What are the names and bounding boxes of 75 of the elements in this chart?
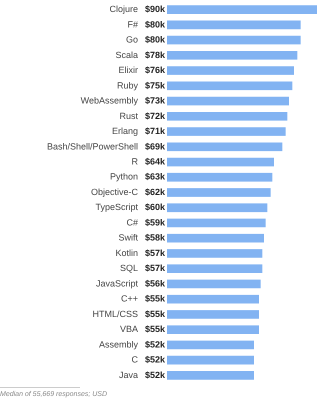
data-label: $58k [145,232,166,243]
y-tick-label: Elixir [118,65,138,76]
data-label: $59k [145,217,166,228]
data-label: $55k [145,294,166,304]
data-label: $62k [145,186,166,197]
data-label: $52k [145,354,166,365]
data-label: $55k [145,324,166,334]
y-tick-label: Go [126,34,138,45]
bar [167,66,294,75]
bar [167,127,286,136]
y-tick-label: C [132,354,138,365]
bar [167,218,266,228]
bar [167,340,254,350]
bar [167,5,317,14]
y-tick-label: C++ [120,294,138,304]
y-tick-label: Swift [118,232,138,243]
data-label: $72k [145,110,166,121]
bar [167,356,254,364]
y-tick-label: Java [118,370,138,380]
data-label: $71k [145,126,166,136]
data-label: $52k [145,339,166,350]
data-label: $78k [145,50,166,60]
y-tick-label: HTML/CSS [92,308,138,319]
y-tick-label: Kotlin [115,248,138,258]
data-label: $80k [145,19,166,30]
data-label: $52k [145,370,166,380]
bar [167,96,289,106]
bar [167,81,292,90]
bar [167,188,271,197]
data-label: $90k [145,4,166,14]
bar [167,310,259,319]
bar [167,203,268,212]
bar [167,172,272,182]
data-label: $69k [145,141,166,152]
data-label: $56k [145,278,166,288]
bar [167,371,254,380]
bar [167,20,301,30]
y-tick-label: VBA [120,324,138,334]
data-label: $80k [145,34,166,45]
y-tick-label: F# [127,19,138,30]
data-label: $55k [145,308,166,319]
y-tick-label: Assembly [98,339,138,350]
bar [167,264,262,274]
y-tick-label: Clojure [109,4,138,14]
y-tick-label: Erlang [112,126,138,136]
data-label: $73k [145,96,166,106]
bar [167,158,274,166]
y-tick-label: Rust [119,110,138,121]
y-tick-label: SQL [120,263,138,274]
data-label: $75k [145,80,166,90]
data-label: $57k [145,248,166,258]
y-tick-label: Objective-C [90,186,138,197]
y-tick-label: R [132,156,138,167]
data-label: $64k [145,156,166,167]
data-label: $60k [145,202,166,212]
y-tick-label: Scala [115,50,138,60]
data-label: $57k [145,263,166,274]
bar [167,112,288,121]
bar [167,280,261,288]
data-label: $76k [145,65,166,76]
bar [167,142,282,152]
bar [167,36,301,44]
bar [167,249,262,258]
y-tick-label: WebAssembly [80,96,138,106]
bar [167,51,298,60]
y-tick-label: Ruby [116,80,138,90]
bar [167,234,264,243]
y-tick-label: Bash/Shell/PowerShell [46,141,138,152]
y-tick-label: TypeScript [95,202,138,212]
y-tick-label: Python [110,172,138,182]
bar [167,325,259,334]
bar [167,294,259,304]
y-tick-label: C# [126,217,138,228]
y-tick-label: JavaScript [96,278,138,288]
data-label: $63k [145,172,166,182]
